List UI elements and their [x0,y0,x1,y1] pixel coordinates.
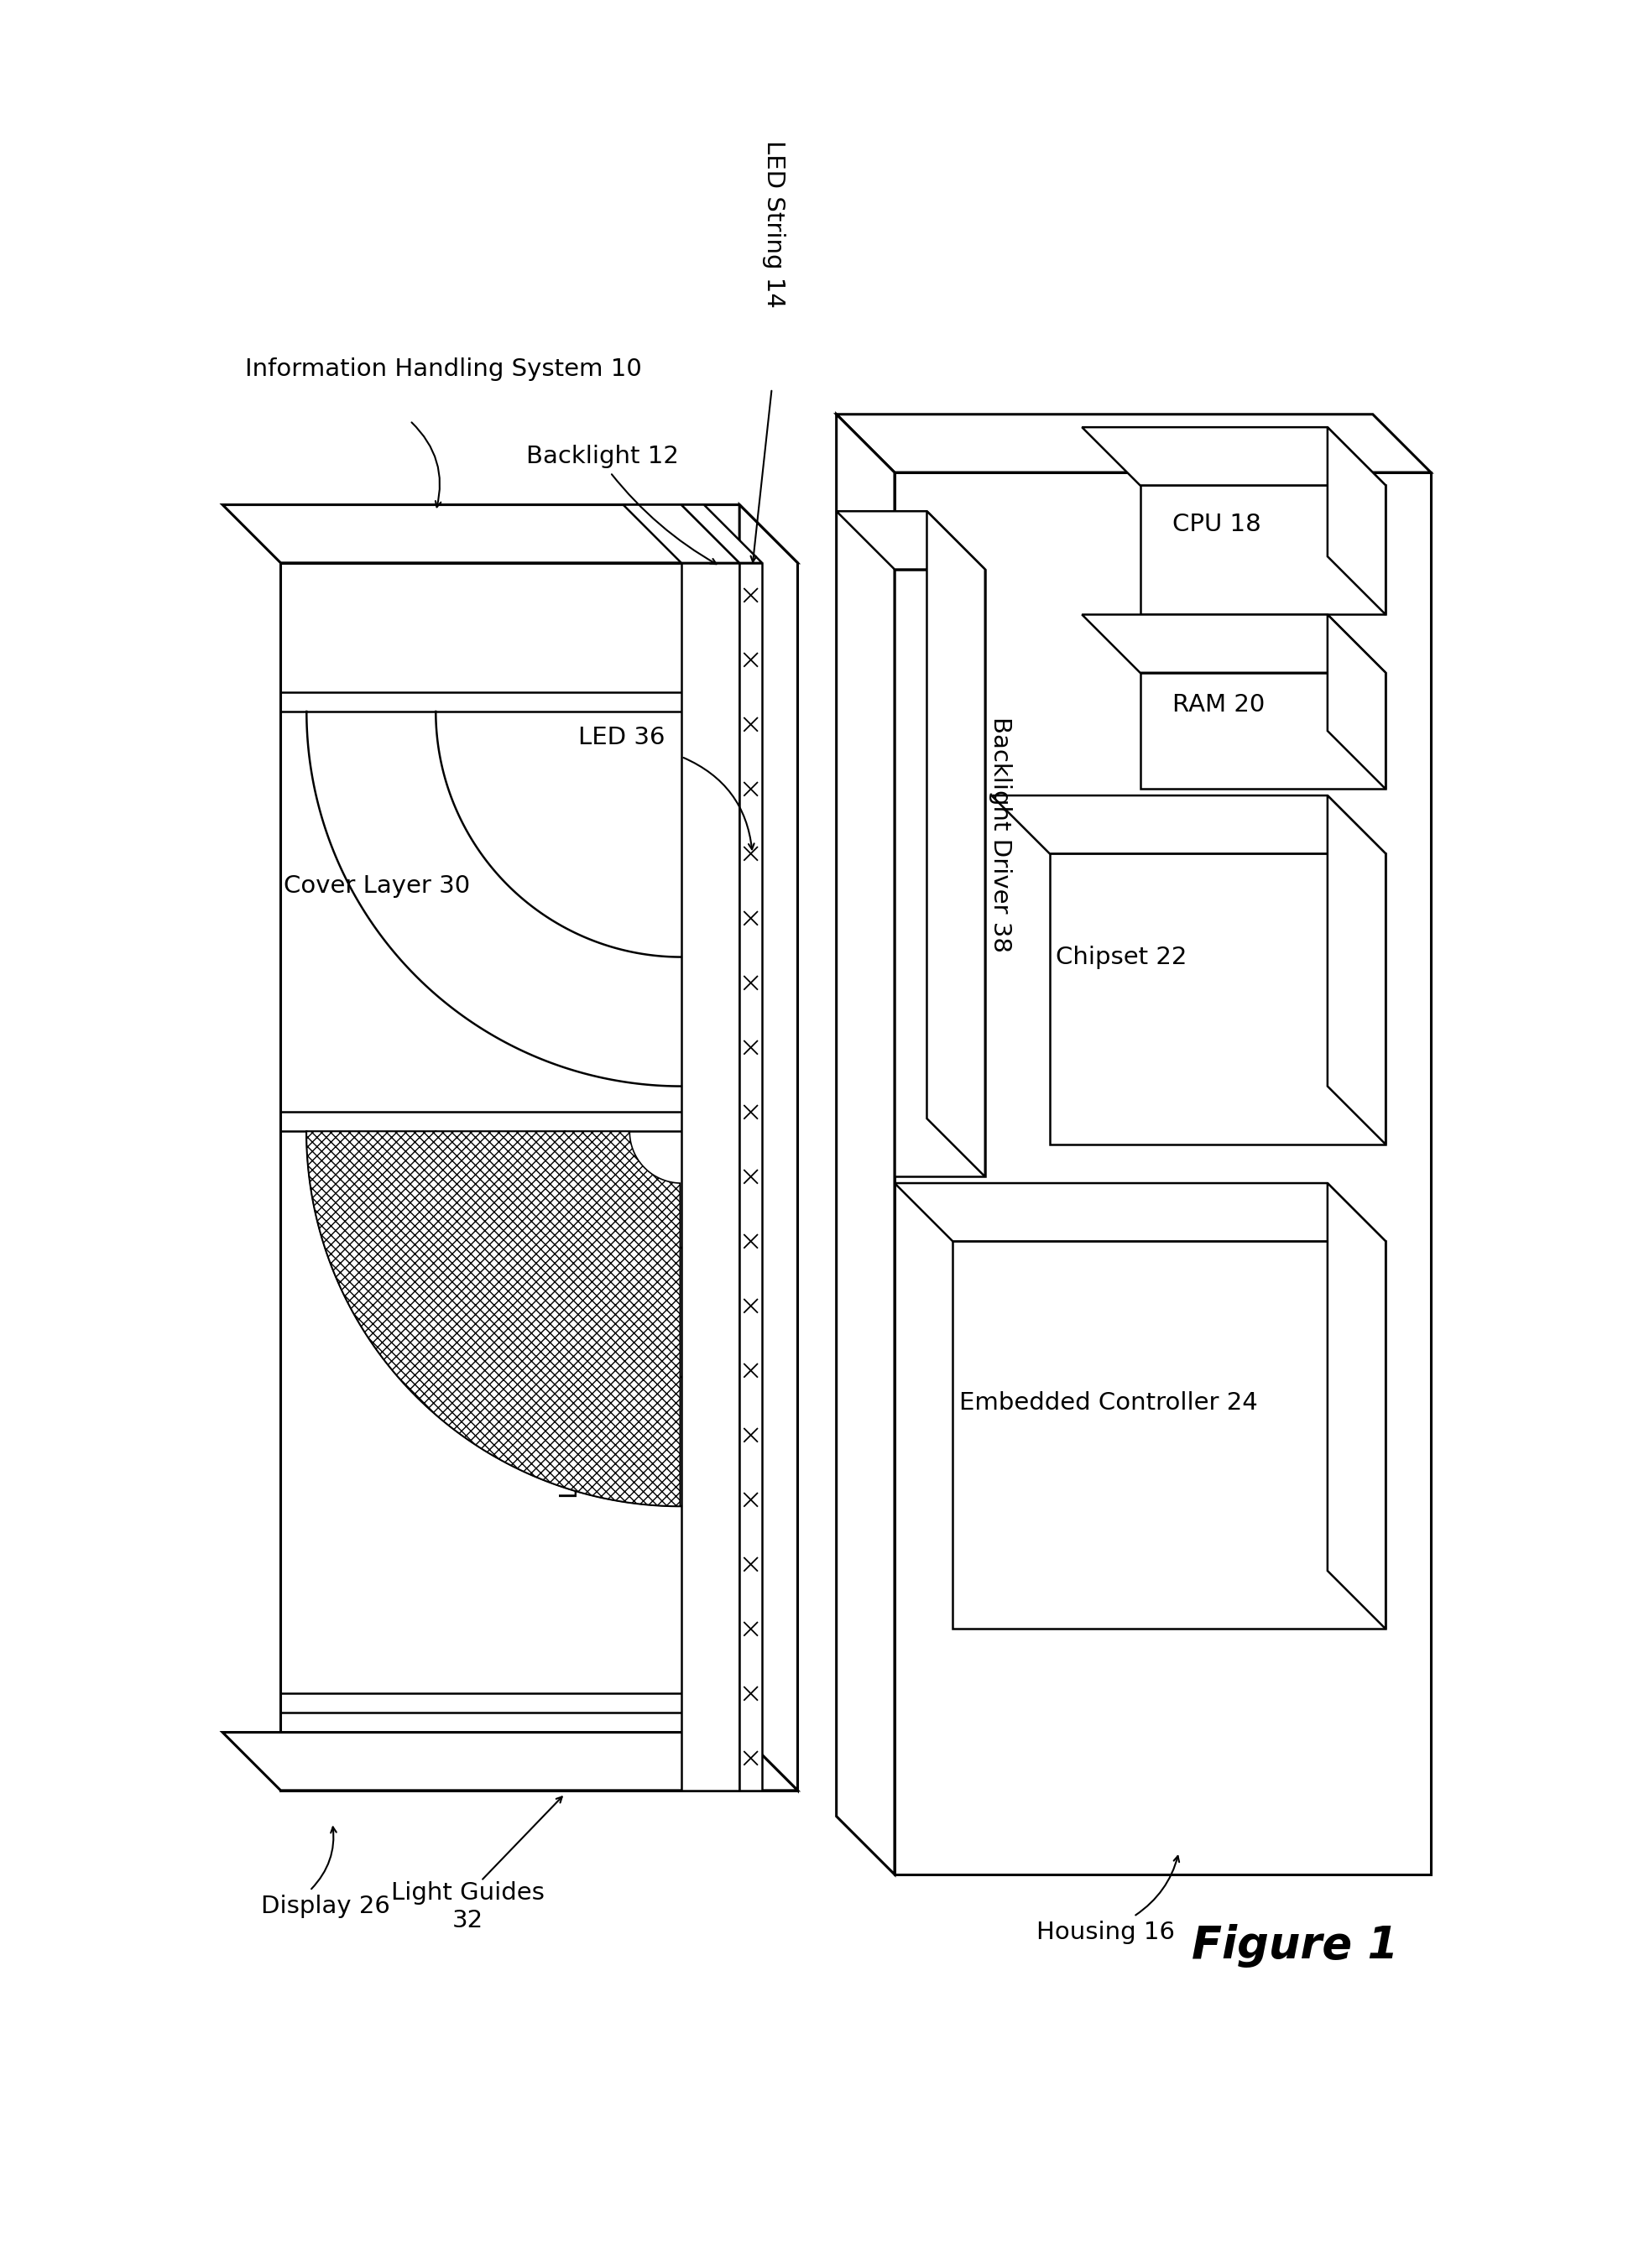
Text: Display 26: Display 26 [261,1896,390,1919]
Bar [740,562,763,1789]
Text: Pixel Layer 28: Pixel Layer 28 [416,1154,441,1327]
Polygon shape [927,510,985,1177]
Polygon shape [894,472,1430,1873]
Polygon shape [991,796,1386,853]
Text: RAM 20: RAM 20 [1172,694,1264,717]
Polygon shape [222,506,797,562]
Polygon shape [1327,426,1386,615]
Polygon shape [1082,615,1386,674]
Polygon shape [281,562,797,1789]
Bar [1049,853,1386,1145]
Polygon shape [837,510,985,569]
Polygon shape [837,415,1430,472]
FancyArrowPatch shape [751,390,771,562]
Text: Figure 1: Figure 1 [1192,1923,1399,1966]
Polygon shape [1327,615,1386,789]
FancyArrowPatch shape [1136,1855,1179,1914]
Text: Housing 16: Housing 16 [1037,1921,1175,1944]
Polygon shape [306,1132,681,1506]
FancyArrowPatch shape [612,474,717,565]
Text: Light Guides
32: Light Guides 32 [391,1882,544,1932]
Polygon shape [837,415,894,1873]
Text: LED String 14: LED String 14 [763,141,786,308]
FancyArrowPatch shape [684,758,755,850]
Polygon shape [222,1733,797,1789]
FancyArrowPatch shape [311,1828,337,1889]
FancyArrowPatch shape [483,1796,562,1880]
Bar [681,562,740,1789]
Polygon shape [1082,426,1386,485]
Bar [1141,674,1386,789]
Polygon shape [623,506,740,562]
Polygon shape [681,506,763,562]
FancyArrowPatch shape [411,422,441,508]
Text: CPU 18: CPU 18 [1172,513,1261,535]
Polygon shape [1327,796,1386,1145]
Text: Backlight 12: Backlight 12 [526,445,679,467]
Text: Cover Layer 30: Cover Layer 30 [284,873,470,898]
Bar [894,569,985,1177]
Text: Information Handling System 10: Information Handling System 10 [245,358,641,381]
Polygon shape [894,1184,1386,1241]
Bar [1141,485,1386,615]
Text: Light Guide Layer 32: Light Guide Layer 32 [559,1243,582,1499]
Text: Backlight Driver 38: Backlight Driver 38 [988,717,1011,953]
Text: LED 36: LED 36 [579,726,664,748]
Bar [954,1241,1386,1628]
Text: Embedded Controller 24: Embedded Controller 24 [958,1390,1258,1415]
Polygon shape [740,506,797,1789]
Polygon shape [1327,1184,1386,1628]
Text: Chipset 22: Chipset 22 [1055,946,1187,968]
